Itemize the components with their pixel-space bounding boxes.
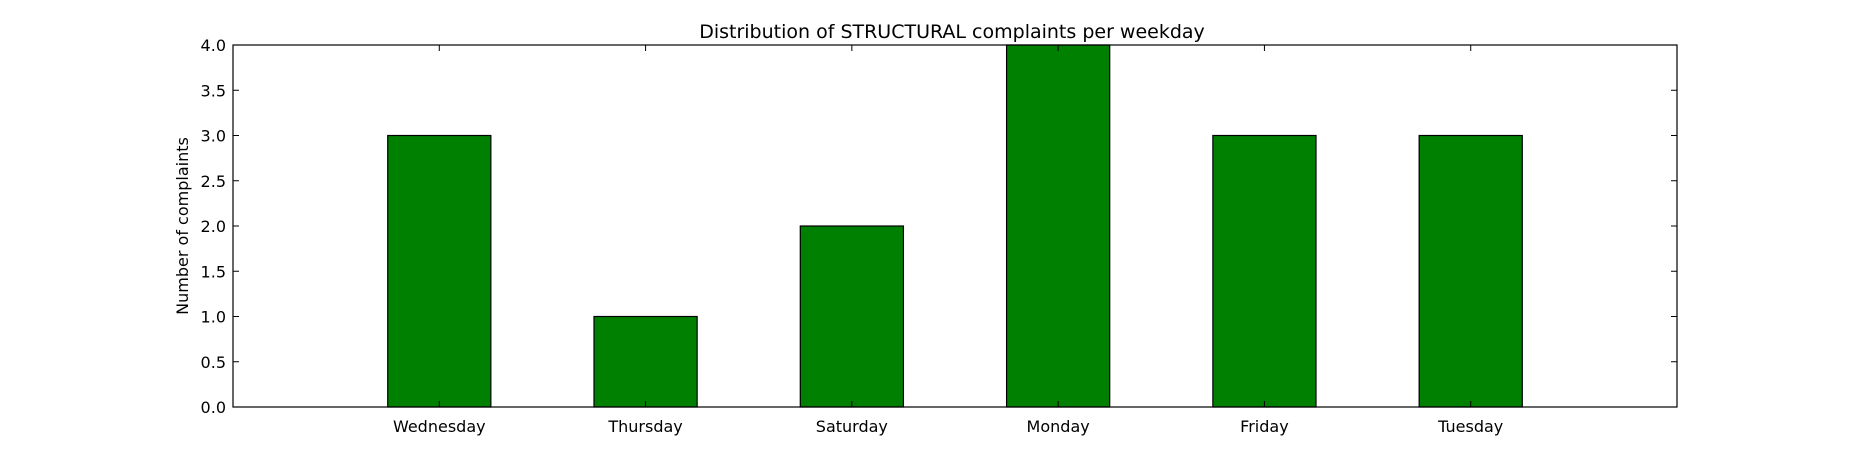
plot-area-frame: [232, 44, 1678, 408]
y-tick-label-1.5: 1.5: [201, 262, 226, 281]
bar-thursday: [593, 315, 698, 408]
x-tick-label-friday: Friday: [1240, 417, 1289, 436]
y-axis-ticks: 0.0 0.5 1.0 1.5 2.0 2.5 3.0 3.5 4.0: [201, 36, 1677, 417]
x-tick-label-monday: Monday: [1027, 417, 1090, 436]
x-tick-label-tuesday: Tuesday: [1437, 417, 1503, 436]
bar-monday: [1005, 44, 1111, 408]
bar-wednesday: [387, 134, 492, 408]
y-axis-label: Number of complaints: [173, 137, 192, 315]
y-tick-label-3.0: 3.0: [201, 127, 226, 146]
y-tick-label-1.0: 1.0: [201, 308, 226, 327]
bar-friday: [1212, 134, 1317, 408]
x-tick-label-thursday: Thursday: [607, 417, 682, 436]
x-axis-ticks: Wednesday Thursday Saturday Monday Friday Tue…: [393, 45, 1503, 436]
y-tick-label-0.0: 0.0: [201, 398, 226, 417]
y-tick-label-3.5: 3.5: [201, 81, 226, 100]
bar-saturday: [799, 225, 905, 408]
y-tick-label-2.5: 2.5: [201, 172, 226, 191]
y-tick-label-2.0: 2.0: [201, 217, 226, 236]
y-tick-label-4.0: 4.0: [201, 36, 226, 55]
chart-title: Distribution of STRUCTURAL complaints pe…: [699, 21, 1205, 43]
x-tick-label-saturday: Saturday: [816, 417, 888, 436]
bars-group: [387, 44, 1523, 408]
x-tick-label-wednesday: Wednesday: [393, 417, 486, 436]
y-tick-label-0.5: 0.5: [201, 353, 226, 372]
bar-tuesday: [1418, 134, 1523, 408]
